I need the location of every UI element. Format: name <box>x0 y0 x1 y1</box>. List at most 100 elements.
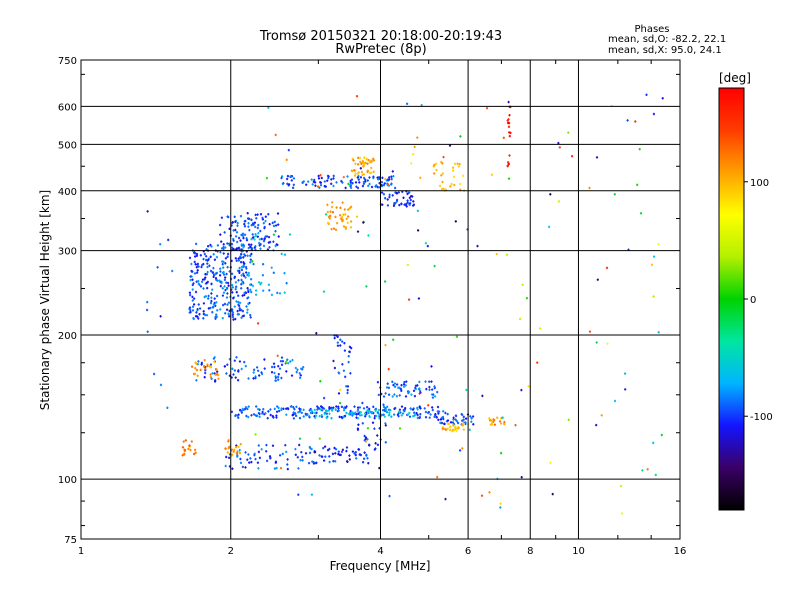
data-point <box>250 278 253 281</box>
data-point <box>235 452 238 455</box>
data-point-v <box>323 396 325 400</box>
data-point-v <box>414 145 416 149</box>
data-point <box>393 382 396 385</box>
data-point-v <box>372 421 374 424</box>
data-point <box>357 423 360 426</box>
data-point-v <box>404 408 406 411</box>
data-point <box>441 427 444 431</box>
data-point-v <box>237 313 239 316</box>
data-point-v <box>323 290 325 293</box>
data-point <box>343 342 346 345</box>
data-point <box>204 371 207 375</box>
data-point <box>444 497 447 501</box>
data-point-v <box>332 406 334 409</box>
data-point <box>219 267 222 270</box>
data-point <box>237 279 240 282</box>
data-point-v <box>257 322 259 325</box>
data-point <box>382 395 386 398</box>
data-point <box>501 416 504 419</box>
data-point <box>254 245 257 248</box>
data-point-v <box>464 422 467 426</box>
data-point-v <box>310 411 312 415</box>
data-point-v <box>277 378 279 381</box>
data-point-v <box>360 162 362 165</box>
data-point <box>354 453 357 457</box>
data-point-v <box>265 215 267 218</box>
data-point <box>399 411 402 414</box>
data-point <box>237 257 240 260</box>
data-point <box>206 270 209 274</box>
data-point <box>191 365 194 368</box>
data-point <box>313 415 316 418</box>
data-point <box>226 242 229 245</box>
data-point-v <box>248 243 250 246</box>
data-point-v <box>388 386 390 389</box>
data-point-v <box>319 437 321 440</box>
data-point-v <box>264 235 267 238</box>
data-point <box>285 413 288 416</box>
data-point-v <box>407 199 409 202</box>
data-point-v <box>223 291 225 294</box>
data-point <box>264 412 267 415</box>
data-point <box>243 253 246 256</box>
data-point <box>373 427 376 430</box>
data-point <box>245 267 248 270</box>
data-point-v <box>413 407 415 410</box>
data-point-v <box>194 272 196 275</box>
data-point-v <box>364 178 366 181</box>
data-point-v <box>245 265 247 269</box>
data-point <box>271 444 275 447</box>
data-point <box>499 502 502 505</box>
data-point-v <box>241 248 243 251</box>
data-point <box>459 188 462 191</box>
data-point-v <box>193 297 195 300</box>
data-point <box>377 408 380 412</box>
data-point-v <box>232 313 234 316</box>
data-point <box>613 193 616 196</box>
data-point-v <box>257 461 259 464</box>
data-point <box>238 266 241 270</box>
data-point <box>206 286 209 290</box>
data-point <box>222 243 225 246</box>
data-point-v <box>236 455 238 458</box>
data-point-v <box>424 380 427 383</box>
data-point <box>442 417 445 421</box>
data-point-v <box>328 222 330 226</box>
data-point-v <box>231 242 233 246</box>
data-point-v <box>197 363 199 366</box>
data-point-v <box>396 383 398 386</box>
data-point <box>236 455 239 458</box>
data-point-v <box>378 176 380 179</box>
data-point-v <box>289 360 291 363</box>
data-point-v <box>227 281 229 285</box>
data-point-v <box>344 213 346 216</box>
data-point <box>286 177 289 181</box>
data-point <box>406 201 409 204</box>
data-point-v <box>335 448 337 451</box>
data-point <box>354 451 357 454</box>
data-point-v <box>360 167 362 170</box>
data-point-v <box>244 276 247 279</box>
data-point-v <box>233 239 235 242</box>
data-point <box>209 363 212 366</box>
data-point-v <box>336 206 338 209</box>
data-point <box>378 176 381 179</box>
data-point <box>237 259 240 262</box>
data-point <box>368 171 371 175</box>
data-point <box>381 191 384 194</box>
data-point-v <box>249 254 251 257</box>
data-point-v <box>302 366 304 369</box>
data-point-v <box>442 410 444 413</box>
data-point <box>387 183 390 186</box>
data-point <box>240 287 243 290</box>
data-point-v <box>323 459 325 462</box>
data-point <box>445 420 448 423</box>
data-point-v <box>247 302 249 305</box>
data-point-v <box>231 310 233 313</box>
data-point <box>344 406 347 410</box>
data-point-v <box>243 360 245 364</box>
data-point-v <box>311 410 313 413</box>
data-point-v <box>444 497 447 501</box>
data-point-v <box>211 377 213 380</box>
data-point <box>318 437 321 440</box>
